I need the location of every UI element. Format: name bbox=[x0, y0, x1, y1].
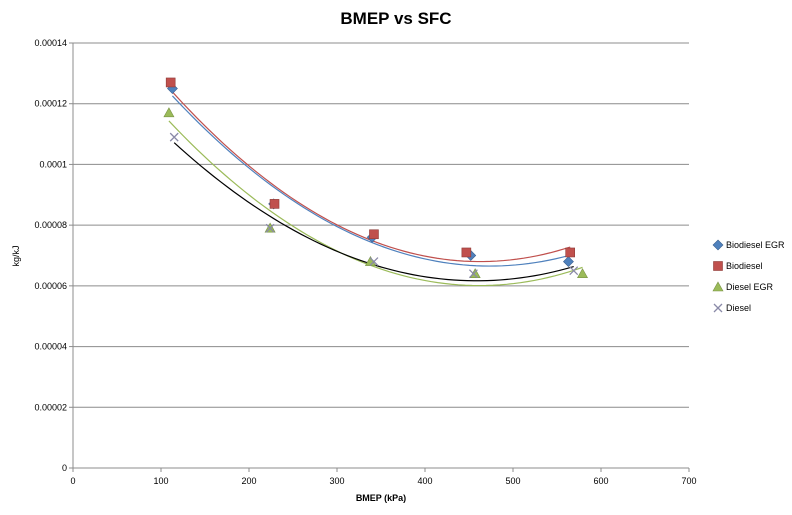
x-tick-label: 700 bbox=[681, 476, 696, 486]
chart-title: BMEP vs SFC bbox=[340, 9, 451, 28]
legend-marker bbox=[712, 281, 724, 292]
legend-marker bbox=[712, 239, 724, 251]
y-axis-label: kg/kJ bbox=[11, 245, 21, 266]
legend-item: Diesel bbox=[713, 303, 751, 313]
legend-marker bbox=[713, 261, 723, 271]
y-tick-label: 0.00004 bbox=[34, 342, 67, 352]
y-tick-label: 0.00006 bbox=[34, 281, 67, 291]
legend: Biodiesel EGR Biodiesel Diesel EGR Diesel bbox=[712, 239, 785, 313]
y-tick-label: 0 bbox=[62, 463, 67, 473]
y-tick-label: 0.00014 bbox=[34, 38, 67, 48]
legend-label: Biodiesel bbox=[726, 261, 763, 271]
data-point bbox=[577, 268, 589, 279]
trendline bbox=[172, 95, 569, 267]
data-point bbox=[369, 229, 379, 240]
data-point bbox=[468, 269, 478, 279]
x-tick-label: 400 bbox=[417, 476, 432, 486]
legend-item: Biodiesel EGR bbox=[712, 239, 785, 251]
x-tick-label: 500 bbox=[505, 476, 520, 486]
y-tick-label: 0.00008 bbox=[34, 220, 67, 230]
legend-label: Diesel EGR bbox=[726, 282, 774, 292]
trendline bbox=[168, 120, 583, 287]
axes bbox=[69, 42, 690, 472]
data-point bbox=[269, 199, 280, 209]
data-point bbox=[165, 77, 176, 88]
x-tick-label: 600 bbox=[593, 476, 608, 486]
legend-marker bbox=[713, 303, 723, 313]
x-tick-label: 200 bbox=[241, 476, 256, 486]
data-point bbox=[569, 266, 579, 276]
y-tick-labels: 0 0.00002 0.00004 0.00006 0.00008 0.0001 0.000… bbox=[34, 38, 67, 473]
legend-item: Biodiesel bbox=[713, 261, 763, 271]
data-point bbox=[565, 247, 576, 258]
x-tick-label: 100 bbox=[153, 476, 168, 486]
data-point bbox=[369, 257, 379, 267]
x-tick-label: 300 bbox=[329, 476, 344, 486]
legend-label: Biodiesel EGR bbox=[726, 240, 785, 250]
legend-label: Diesel bbox=[726, 303, 751, 313]
data-point bbox=[563, 256, 574, 267]
gridlines bbox=[73, 42, 689, 408]
x-tick-label: 0 bbox=[70, 476, 75, 486]
y-tick-label: 0.00002 bbox=[34, 402, 67, 412]
x-tick-labels: 0 100 200 300 400 500 600 700 bbox=[70, 476, 696, 486]
data-point bbox=[169, 132, 179, 142]
x-axis-label: BMEP (kPa) bbox=[356, 493, 406, 503]
y-tick-label: 0.0001 bbox=[39, 159, 67, 169]
data-point bbox=[265, 223, 275, 233]
data-points bbox=[163, 77, 589, 279]
data-point bbox=[461, 247, 472, 258]
legend-item: Diesel EGR bbox=[712, 281, 774, 292]
y-tick-label: 0.00012 bbox=[34, 99, 67, 109]
data-point bbox=[163, 107, 175, 118]
